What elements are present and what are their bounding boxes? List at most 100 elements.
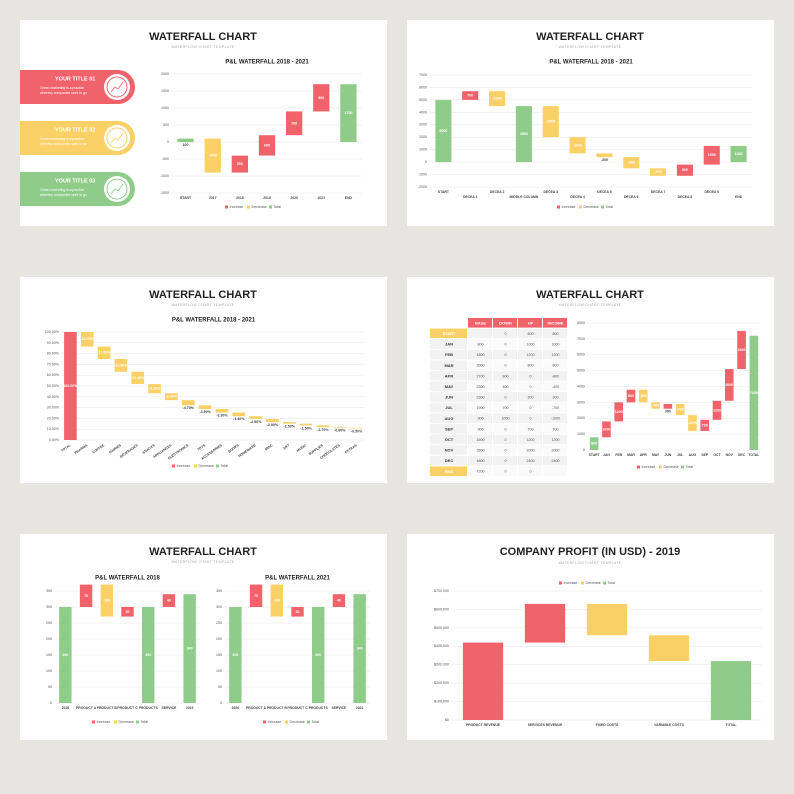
table-cell [493, 339, 517, 349]
y-tick-label: 8000 [577, 321, 585, 325]
legend-swatch [579, 205, 582, 209]
x-tick-label: MAY [652, 453, 660, 457]
table-cell-text: 0 [505, 342, 507, 346]
value-label: -700 [677, 407, 684, 411]
x-tick-label: PRODUCT B [97, 706, 118, 710]
legend-label: Decrease [584, 205, 599, 209]
bar [462, 642, 504, 720]
y-tick-label: $700,000 [434, 589, 449, 593]
table-header: BASE [475, 320, 486, 325]
table-cell [518, 424, 542, 434]
x-tick-label: PRODUCT C [117, 706, 138, 710]
value-label: -13.50% [81, 337, 95, 341]
card-icon [106, 76, 128, 98]
table-cell-text: -800 [552, 374, 559, 378]
bar [435, 99, 452, 163]
table-row-label: JAN [445, 342, 453, 347]
bar [602, 421, 611, 438]
bar [350, 427, 363, 429]
bar [626, 389, 636, 403]
value-label: -3.30% [216, 414, 228, 418]
legend-label: Decrease [199, 464, 214, 468]
table-cell-text: 0 [530, 470, 532, 474]
table-cell [468, 402, 492, 413]
table-row-label: AUG [445, 416, 454, 421]
x-tick-label: PRODUCT A [246, 706, 267, 710]
legend-swatch [247, 205, 250, 209]
bar [79, 584, 93, 607]
legend-label: Total [221, 464, 229, 468]
table-cell [518, 445, 542, 455]
table-cell-text: 0 [505, 364, 507, 368]
legend-label: Total [606, 205, 614, 209]
bar [97, 346, 111, 359]
x-tick-label: JUL [677, 453, 683, 457]
value-label: -11.40% [131, 376, 145, 380]
value-label: 1200 [615, 410, 623, 414]
x-tick-label: START [438, 190, 450, 194]
bar [589, 437, 599, 450]
table-cell [518, 434, 542, 445]
y-tick-label: 150 [216, 653, 222, 657]
bar [638, 389, 648, 403]
slide-title: WATERFALL CHART [149, 289, 257, 301]
table-cell-text: 1000 [502, 417, 510, 421]
value-label: -1300 [573, 143, 582, 147]
table-cell-text: 400 [503, 385, 509, 389]
x-tick-label: 2017 [209, 196, 217, 200]
x-tick-label: MIDDLE COLUMN [510, 195, 539, 199]
x-tick-label: FEB [615, 453, 622, 457]
table-row-label: NOV [445, 448, 454, 453]
bar [148, 384, 161, 394]
value-label: -600 [654, 170, 661, 174]
bar [286, 111, 303, 136]
table-row-label-cell [430, 402, 467, 413]
card-text: Green marketing is a practice [40, 137, 84, 141]
bar [462, 91, 479, 100]
value-label: 1200 [713, 408, 721, 412]
bar [332, 594, 346, 607]
x-tick-label: TOTAL [748, 453, 759, 457]
x-tick-label: SERVICE [332, 706, 348, 710]
table-cell-text: 2400 [527, 459, 535, 463]
y-tick-label: 2000 [577, 416, 585, 420]
y-tick-label: 350 [46, 589, 52, 593]
value-label: 300 [62, 653, 68, 657]
legend-swatch [681, 465, 684, 469]
value-label: -8.50% [149, 387, 161, 391]
card-title: YOUR TITLE 03 [55, 178, 95, 184]
y-tick-label: 7000 [577, 337, 585, 341]
y-tick-label: 1000 [577, 432, 585, 436]
chart-title: P&L WATERFALL 2018 - 2021 [549, 60, 633, 66]
table-cell-text: 700 [503, 406, 509, 410]
value-label: -2.50% [250, 420, 262, 424]
bar [724, 369, 734, 401]
legend-label: Increase [564, 581, 578, 585]
y-tick-label: 300 [216, 605, 222, 609]
table-cell-text: 900 [478, 427, 484, 431]
bar [353, 594, 366, 703]
table-cell [543, 339, 567, 349]
table-cell [468, 392, 492, 402]
legend-label: Increase [177, 464, 191, 468]
card [20, 121, 135, 155]
table-row-label-cell [430, 360, 467, 370]
card-title: YOUR TITLE 01 [55, 76, 95, 82]
table-cell-text: 0 [505, 395, 507, 399]
slide-subtitle: WATERFLOW CHART TEMPLATE [558, 561, 621, 565]
x-tick-label: DECEA 5 [597, 190, 612, 194]
x-tick-label: DECEA 2 [490, 190, 505, 194]
legend-label: Increase [268, 720, 282, 724]
table-cell-text: 2700 [477, 374, 485, 378]
y-tick-label: 200 [216, 637, 222, 641]
table-cell-text: 0 [530, 385, 532, 389]
table-cell [518, 466, 542, 476]
table-cell [493, 392, 517, 402]
value-label: -3.50% [199, 410, 211, 414]
legend-swatch [601, 205, 604, 209]
table-row-label-cell [430, 455, 467, 466]
table-cell-text: 0 [505, 470, 507, 474]
x-tick-label: PRODUCT A [76, 706, 97, 710]
table-cell [493, 424, 517, 434]
